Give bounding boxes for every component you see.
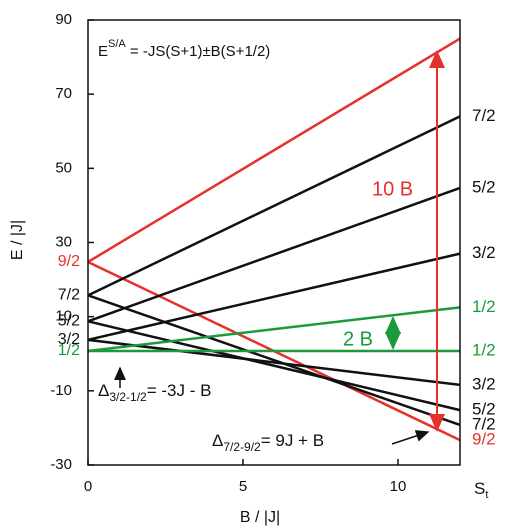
series-line [87, 320, 461, 412]
end-label: 1/2 [472, 340, 496, 359]
y-tick-label: -30 [50, 456, 72, 473]
annotation-rest: = 9J + B [261, 431, 324, 450]
end-header-sub: t [485, 489, 488, 501]
end-label: 5/2 [472, 400, 496, 419]
x-axis-label: B / |J| [240, 509, 280, 526]
x-tick-label: 0 [84, 478, 92, 495]
arrow [391, 430, 430, 445]
formula-rest: = -JS(S+1)±B(S+1/2) [126, 43, 271, 60]
annotation-sub: 3/2-1/2 [109, 390, 147, 404]
end-header: St [474, 479, 488, 500]
annotation: Δ3/2-1/2= -3J - B [98, 381, 211, 404]
end-label: 3/2 [472, 243, 496, 262]
end-label: 3/2 [472, 374, 496, 393]
start-label: 3/2 [58, 331, 80, 348]
formula-base: E [98, 43, 108, 60]
start-label: 1/2 [58, 342, 80, 359]
end-label: 5/2 [472, 177, 496, 196]
y-tick-label: 90 [55, 11, 72, 28]
annotation-base: Δ [98, 381, 109, 400]
start-label: 7/2 [58, 287, 80, 304]
x-tick-label: 5 [239, 478, 247, 495]
series-line [87, 37, 461, 264]
annotation-rest: = -3J - B [147, 381, 212, 400]
series-line [87, 252, 461, 342]
series-line [87, 294, 461, 427]
annotation: 2 B [343, 328, 373, 350]
end-label: 1/2 [472, 297, 496, 316]
formula-sup: S/A [108, 38, 126, 50]
series-line [87, 186, 461, 323]
start-label: 5/2 [58, 313, 80, 330]
annotation: Δ7/2-9/2= 9J + B [212, 431, 324, 454]
end-label: 7/2 [472, 415, 496, 434]
plot-area [87, 37, 461, 442]
y-tick-label: 50 [55, 159, 72, 176]
series-line [87, 306, 461, 353]
annotation-sub: 7/2-9/2 [223, 440, 261, 454]
y-tick-label: 70 [55, 85, 72, 102]
y-tick-label: 30 [55, 233, 72, 250]
start-label: 9/2 [58, 253, 80, 270]
y-tick-label: -10 [50, 382, 72, 399]
end-header-text: S [474, 479, 485, 498]
x-tick-label: 10 [390, 478, 407, 495]
y-axis-label: E / |J| [9, 220, 26, 260]
formula: ES/A = -JS(S+1)±B(S+1/2) [98, 38, 270, 60]
annotation: 10 B [372, 178, 413, 200]
series-line [87, 338, 461, 387]
series-line [87, 115, 461, 297]
y-tick-label: 10 [55, 308, 72, 325]
annotation-base: Δ [212, 431, 223, 450]
end-label: 7/2 [472, 106, 496, 125]
end-label: 9/2 [472, 430, 496, 449]
